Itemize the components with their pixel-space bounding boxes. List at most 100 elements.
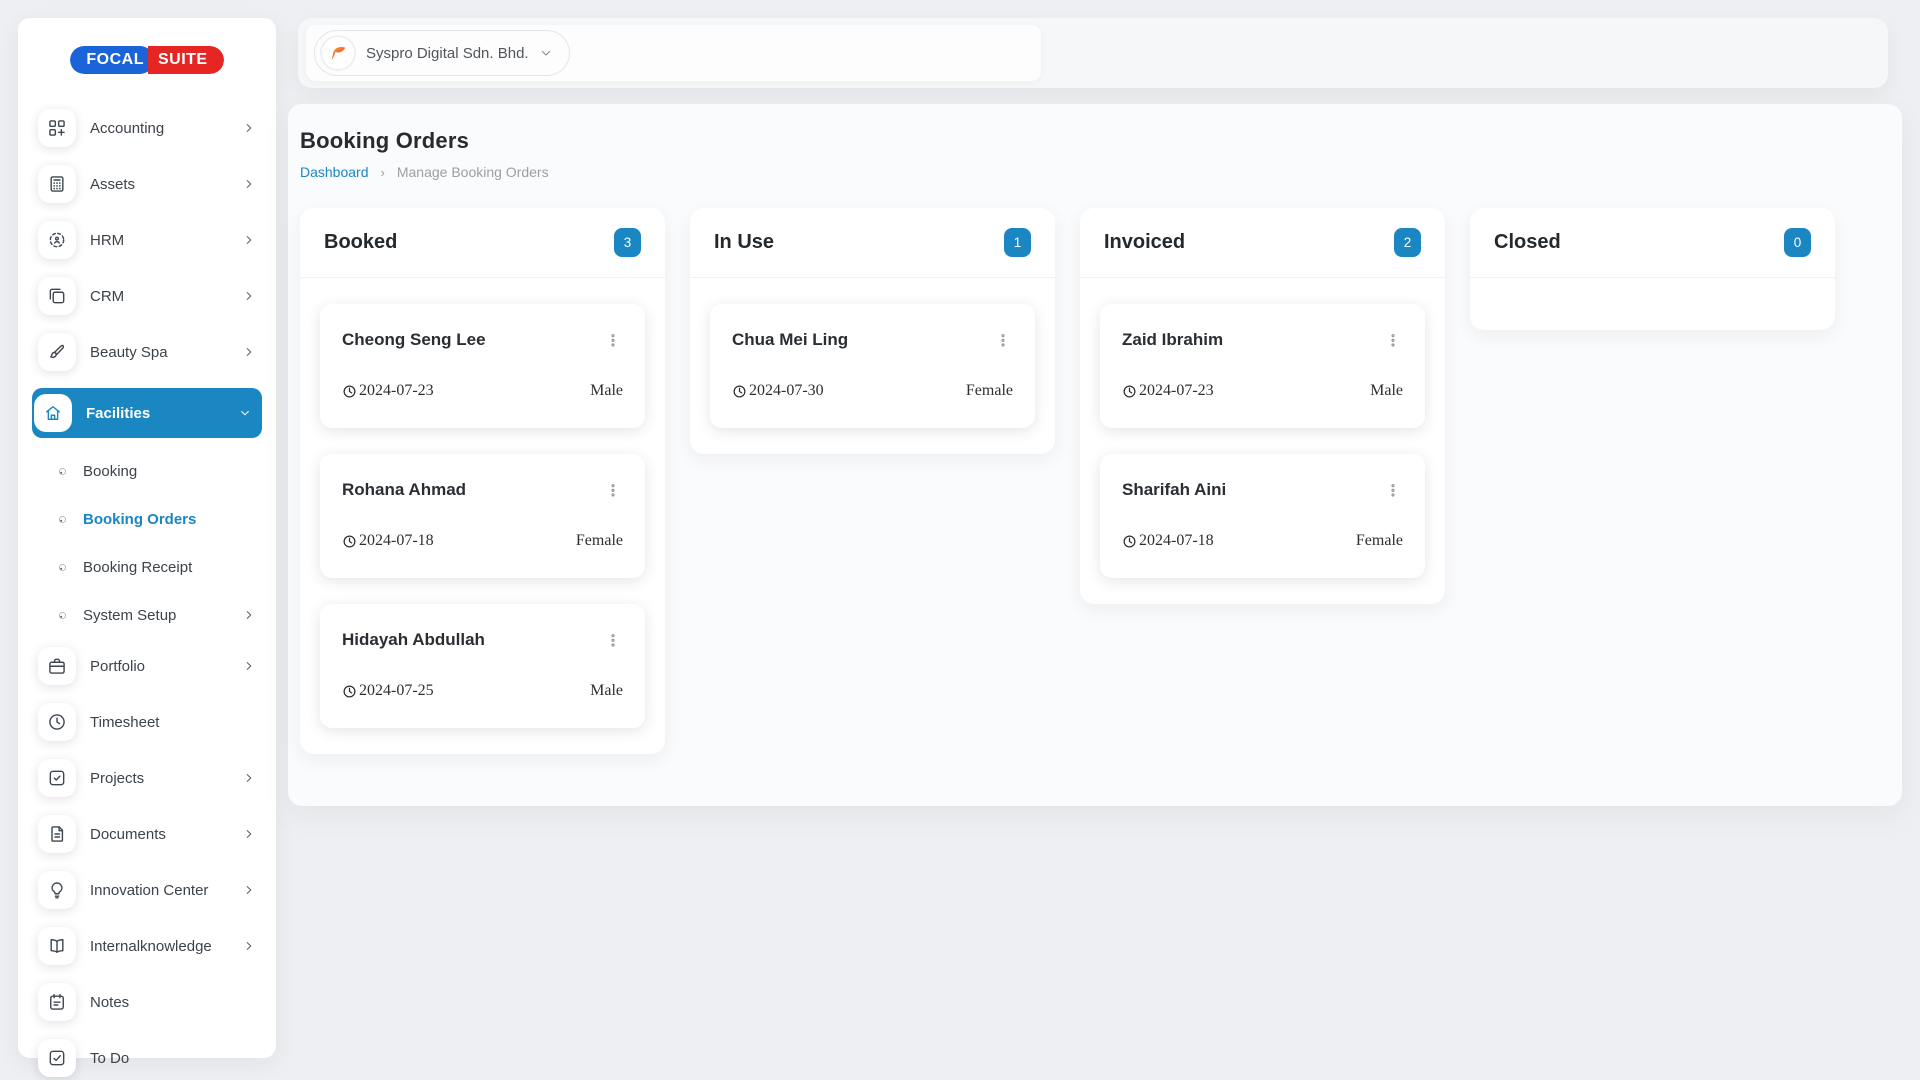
- sidebar-item-documents[interactable]: Documents: [38, 814, 256, 854]
- sidebar-item-booking-orders[interactable]: Booking Orders: [38, 502, 256, 536]
- sidebar-item-timesheet[interactable]: Timesheet: [38, 702, 256, 742]
- card-menu-button[interactable]: [1383, 480, 1403, 502]
- card-date-text: 2024-07-23: [359, 382, 434, 399]
- booking-card-hidayah-abdullah[interactable]: Hidayah Abdullah 2024-07-25 Male: [320, 604, 645, 728]
- booking-card-chua-mei-ling[interactable]: Chua Mei Ling 2024-07-30 Female: [710, 304, 1035, 428]
- crm-icon: [49, 288, 65, 304]
- sidebar-subitem-label: Booking Receipt: [83, 558, 193, 576]
- booking-card-cheong-seng-lee[interactable]: Cheong Seng Lee 2024-07-23 Male: [320, 304, 645, 428]
- column-body: Cheong Seng Lee 2024-07-23 Male Rohana Ahma…: [300, 277, 665, 754]
- todo-icon: [49, 1050, 65, 1066]
- sidebar-item-booking-receipt[interactable]: Booking Receipt: [38, 550, 256, 584]
- card-date-text: 2024-07-25: [359, 682, 434, 699]
- dots-vertical-icon: [611, 634, 615, 647]
- brand-logo[interactable]: FOCAL SUITE: [38, 46, 256, 74]
- card-top-row: Zaid Ibrahim: [1122, 330, 1403, 352]
- clock-icon: [1123, 534, 1136, 548]
- column-header: In Use 1: [690, 208, 1055, 277]
- card-customer-name: Zaid Ibrahim: [1122, 330, 1224, 349]
- card-menu-button[interactable]: [993, 330, 1013, 352]
- sub-dot-icon: [59, 515, 66, 523]
- chevron-right-icon: [246, 180, 252, 188]
- column-body: [1470, 277, 1835, 330]
- card-date: 2024-07-18: [342, 532, 434, 550]
- sidebar-item-label: Notes: [90, 993, 130, 1011]
- sidebar-item-label: Facilities: [86, 404, 151, 422]
- company-selector[interactable]: Syspro Digital Sdn. Bhd.: [314, 30, 570, 76]
- hrm-icon-box: [38, 221, 76, 259]
- card-date-text: 2024-07-18: [1139, 532, 1214, 549]
- card-gender: Female: [575, 532, 623, 549]
- topbar-inner-panel: Syspro Digital Sdn. Bhd.: [306, 25, 1041, 81]
- column-title: In Use: [714, 231, 775, 253]
- booking-card-rohana-ahmad[interactable]: Rohana Ahmad 2024-07-18 Female: [320, 454, 645, 578]
- column-title: Invoiced: [1104, 231, 1186, 253]
- column-title: Booked: [324, 231, 398, 253]
- card-customer-name: Hidayah Abdullah: [342, 630, 485, 649]
- card-date: 2024-07-23: [1122, 382, 1214, 400]
- card-date: 2024-07-18: [1122, 532, 1214, 550]
- page-title: Booking Orders: [300, 128, 470, 153]
- sidebar-item-portfolio[interactable]: Portfolio: [38, 646, 256, 686]
- card-meta-row: 2024-07-25 Male: [342, 682, 623, 700]
- chevron-right-icon: [246, 124, 252, 132]
- sidebar-item-accounting[interactable]: Accounting: [38, 108, 256, 148]
- card-menu-button[interactable]: [603, 330, 623, 352]
- chevron-right-icon: [246, 886, 252, 894]
- sidebar-item-booking[interactable]: Booking: [38, 454, 256, 488]
- booking-card-zaid-ibrahim[interactable]: Zaid Ibrahim 2024-07-23 Male: [1100, 304, 1425, 428]
- column-header: Invoiced 2: [1080, 208, 1445, 277]
- projects-icon: [49, 770, 65, 786]
- sidebar-item-facilities[interactable]: Facilities: [32, 388, 262, 438]
- card-menu-button[interactable]: [603, 480, 623, 502]
- sidebar-item-system-setup[interactable]: System Setup: [38, 598, 256, 632]
- column-count-badge: 0: [1784, 228, 1811, 257]
- sidebar-item-beauty-spa[interactable]: Beauty Spa: [38, 332, 256, 372]
- card-menu-button[interactable]: [603, 630, 623, 652]
- booking-card-sharifah-aini[interactable]: Sharifah Aini 2024-07-18 Female: [1100, 454, 1425, 578]
- chevron-down-icon: [241, 410, 249, 416]
- clock-icon: [343, 384, 356, 398]
- brand-focal: FOCAL: [70, 46, 154, 74]
- sidebar-item-label: Projects: [90, 769, 145, 787]
- assets-icon-box: [38, 165, 76, 203]
- hrm-icon: [49, 232, 65, 248]
- sidebar-item-internalknowledge[interactable]: Internalknowledge: [38, 926, 256, 966]
- sidebar-item-assets[interactable]: Assets: [38, 164, 256, 204]
- card-gender: Male: [590, 682, 623, 699]
- sidebar-menu: Accounting Assets HRM CRM Beauty Spa Faciliti…: [32, 108, 262, 1080]
- sub-dot-icon: [59, 611, 66, 619]
- sidebar-item-to-do[interactable]: To Do: [38, 1038, 256, 1078]
- chevron-down-icon: [541, 50, 550, 56]
- sidebar-subitem-label: Booking Orders: [83, 510, 197, 528]
- assets-icon: [50, 176, 64, 192]
- sidebar-item-crm[interactable]: CRM: [38, 276, 256, 316]
- main-panel: Booking Orders Dashboard › Manage Bookin…: [288, 104, 1902, 806]
- card-gender: Male: [1370, 382, 1403, 399]
- card-customer-name: Chua Mei Ling: [732, 330, 849, 349]
- sidebar-item-label: Internalknowledge: [90, 937, 212, 955]
- card-menu-button[interactable]: [1383, 330, 1403, 352]
- card-top-row: Cheong Seng Lee: [342, 330, 623, 352]
- card-meta-row: 2024-07-18 Female: [1122, 532, 1403, 550]
- notes-icon-box: [38, 983, 76, 1021]
- documents-icon-box: [38, 815, 76, 853]
- sidebar-item-notes[interactable]: Notes: [38, 982, 256, 1022]
- sidebar-item-innovation-center[interactable]: Innovation Center: [38, 870, 256, 910]
- innovation-icon: [51, 882, 63, 899]
- card-date: 2024-07-25: [342, 682, 434, 700]
- sub-dot-icon: [59, 563, 66, 571]
- sidebar-subitem-label: Booking: [83, 462, 138, 480]
- sidebar-item-projects[interactable]: Projects: [38, 758, 256, 798]
- chevron-right-icon: [246, 662, 252, 670]
- breadcrumb-link-dashboard[interactable]: Dashboard: [300, 164, 369, 180]
- sidebar-item-label: Innovation Center: [90, 881, 209, 899]
- beauty-spa-icon: [50, 344, 65, 358]
- chevron-right-icon: [246, 236, 252, 244]
- accounting-icon: [49, 120, 65, 136]
- column-header: Booked 3: [300, 208, 665, 277]
- innovation-icon-box: [38, 871, 76, 909]
- sidebar-item-hrm[interactable]: HRM: [38, 220, 256, 260]
- chevron-right-icon: [246, 942, 252, 950]
- breadcrumb-separator: ›: [380, 164, 385, 180]
